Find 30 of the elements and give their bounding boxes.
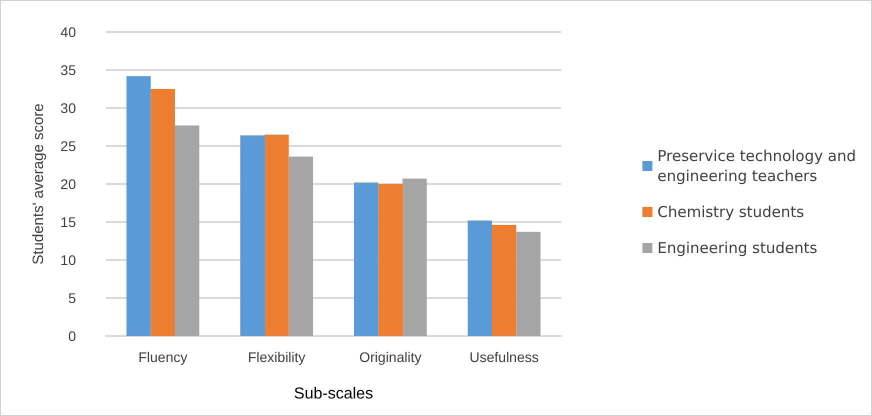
bar	[288, 156, 314, 336]
y-tick-label: 40	[60, 24, 76, 40]
y-tick-label: 15	[60, 214, 76, 230]
x-tick-label: Flexibility	[248, 349, 306, 365]
x-axis-title: Sub-scales	[294, 386, 374, 402]
bar	[516, 232, 541, 336]
y-tick-label: 0	[68, 328, 76, 344]
bar	[354, 182, 378, 336]
y-tick-label: 10	[60, 252, 76, 268]
y-tick-label: 35	[60, 62, 76, 78]
x-tick-label: Fluency	[138, 349, 188, 365]
y-axis-title: Students' average score	[30, 103, 47, 265]
legend-label: Chemistry students	[657, 203, 804, 221]
legend-label: Preservice technology and engineering teachers	[657, 147, 856, 185]
bar	[402, 178, 427, 336]
bar	[175, 125, 200, 336]
x-tick-label: Originality	[359, 349, 422, 365]
bar	[126, 76, 151, 336]
y-tick-label: 25	[60, 138, 76, 154]
legend-label: Engineering students	[657, 239, 818, 257]
bar	[378, 184, 403, 336]
y-tick-label: 5	[68, 290, 76, 306]
bar	[240, 135, 264, 336]
y-tick-label: 30	[60, 100, 76, 116]
bar	[468, 220, 492, 336]
bar	[492, 225, 516, 336]
bar	[150, 89, 176, 336]
y-tick-label: 20	[60, 176, 76, 192]
x-tick-label: Usefulness	[469, 349, 539, 365]
bar	[264, 134, 289, 336]
